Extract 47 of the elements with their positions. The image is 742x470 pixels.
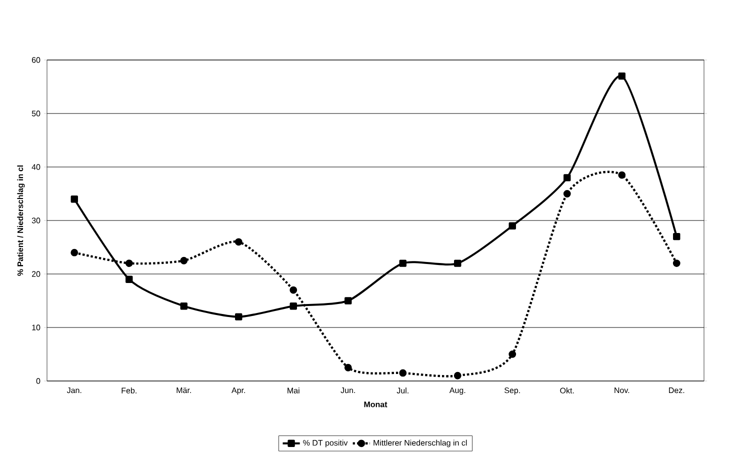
point bbox=[618, 171, 626, 179]
x-tick-label: Jul. bbox=[396, 388, 408, 394]
point bbox=[125, 260, 133, 267]
point bbox=[70, 248, 78, 256]
point bbox=[290, 286, 298, 294]
y-tick-label: 60 bbox=[32, 57, 40, 63]
y-tick-label: 40 bbox=[32, 164, 40, 170]
x-axis-title: Monat bbox=[364, 402, 388, 408]
legend-label: % DT positiv bbox=[303, 440, 348, 448]
point bbox=[126, 276, 133, 283]
point bbox=[454, 260, 462, 267]
point bbox=[563, 190, 571, 198]
point bbox=[399, 369, 407, 377]
point bbox=[508, 222, 516, 230]
point bbox=[344, 364, 352, 372]
point bbox=[70, 195, 78, 203]
x-tick-label: Jan. bbox=[66, 388, 82, 394]
y-tick-label: 50 bbox=[32, 110, 40, 116]
point bbox=[508, 350, 516, 358]
point bbox=[290, 302, 297, 310]
y-tick-label: 30 bbox=[32, 218, 40, 224]
point bbox=[618, 72, 626, 80]
x-tick-label: Feb. bbox=[122, 388, 136, 394]
y-tick-label: 20 bbox=[32, 271, 40, 277]
y-tick-label: 0 bbox=[36, 378, 40, 384]
x-tick-label: Nov. bbox=[614, 388, 630, 394]
point bbox=[672, 260, 680, 267]
x-tick-label: Jun. bbox=[340, 388, 355, 394]
x-tick-label: Apr. bbox=[232, 388, 246, 395]
x-tick-label: Mai bbox=[288, 388, 300, 394]
legend-label: Mittlerer Niederschlag in cl bbox=[374, 440, 467, 448]
y-axis-title: % Patient / Niederschlag in cl bbox=[17, 165, 25, 276]
x-tick-label: Sep. bbox=[504, 388, 520, 395]
point bbox=[234, 238, 242, 246]
point bbox=[673, 232, 680, 240]
point bbox=[454, 372, 462, 380]
x-tick-label: Okt. bbox=[560, 388, 574, 394]
point bbox=[180, 302, 188, 310]
y-tick-label: 10 bbox=[32, 324, 40, 330]
point bbox=[180, 256, 188, 264]
point bbox=[235, 313, 242, 320]
x-tick-label: Aug. bbox=[449, 388, 466, 395]
x-tick-label: Dez. bbox=[669, 388, 684, 394]
point bbox=[344, 297, 352, 304]
point bbox=[399, 260, 406, 267]
point bbox=[564, 174, 571, 182]
x-tick-label: Mär. bbox=[176, 388, 191, 394]
